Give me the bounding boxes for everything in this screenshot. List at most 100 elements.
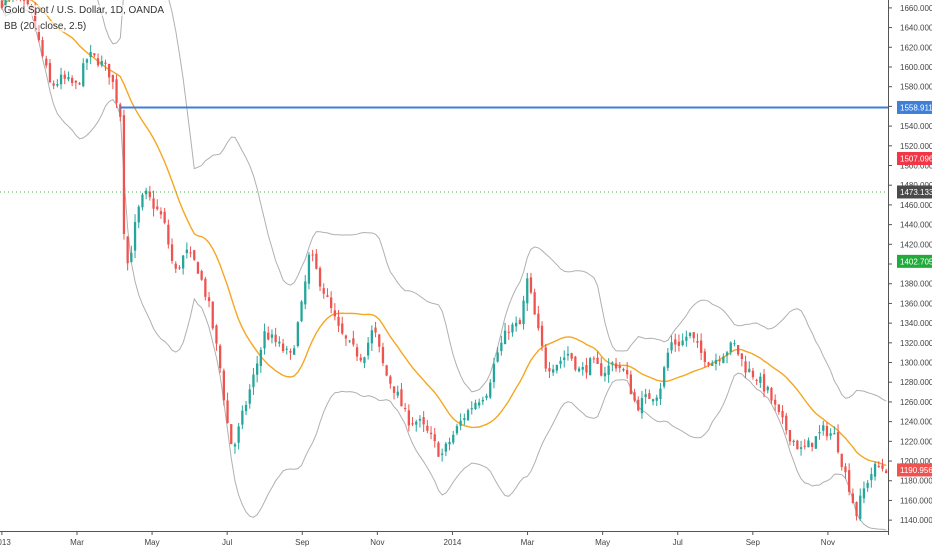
y-tick-label: 1280.000	[900, 378, 932, 387]
candle	[644, 388, 647, 404]
candle-body	[444, 443, 447, 452]
candle	[711, 360, 714, 366]
candle	[774, 394, 777, 412]
candle-body	[614, 363, 618, 369]
candle-body	[433, 434, 436, 442]
candle	[0, 0, 3, 10]
candle	[207, 291, 211, 308]
candle	[637, 396, 640, 412]
candle	[22, 0, 26, 6]
y-tick-label: 1220.000	[900, 437, 932, 446]
candle	[855, 501, 858, 521]
candle-body	[774, 399, 777, 405]
candle-body	[100, 60, 103, 66]
candle-body	[355, 347, 359, 357]
candle-body	[108, 63, 111, 78]
candle-body	[537, 313, 540, 329]
indicator-label[interactable]: BB (20, close, 2.5)	[4, 21, 87, 32]
candle-body	[463, 418, 466, 421]
y-tick-label: 1600.000	[900, 63, 932, 72]
candle-body	[74, 80, 77, 83]
candle-body	[222, 370, 225, 401]
candle	[411, 416, 414, 427]
candle-body	[522, 300, 525, 325]
candle-body	[733, 343, 736, 345]
x-tick-label: Mar	[521, 538, 535, 547]
candle	[511, 322, 514, 337]
candle-body	[877, 465, 880, 467]
candle	[233, 442, 237, 454]
candle	[459, 413, 462, 431]
candle	[230, 424, 233, 445]
candle	[429, 426, 433, 440]
candle-body	[219, 345, 222, 369]
candle-body	[781, 410, 784, 418]
candle	[222, 368, 225, 406]
candle-body	[263, 331, 266, 349]
candle	[844, 463, 847, 479]
candle	[663, 365, 666, 389]
candle-body	[659, 388, 662, 400]
price-axis[interactable]: 1140.000 1160.000 1180.000 1200.000 1220.000…	[888, 0, 932, 550]
candle	[8, 0, 10, 3]
candle	[633, 388, 636, 403]
candle	[592, 356, 595, 364]
candle	[596, 351, 599, 365]
candle	[651, 398, 655, 406]
candle	[555, 364, 558, 374]
y-tick-label: 1140.000	[900, 516, 932, 525]
candle-body	[322, 288, 325, 294]
candle	[130, 245, 133, 263]
candle	[396, 385, 399, 399]
candle-body	[93, 53, 96, 56]
price-lines[interactable]	[0, 106, 888, 193]
candle	[570, 352, 573, 361]
candle	[618, 362, 621, 373]
candle	[670, 335, 673, 354]
candle-body	[392, 386, 396, 393]
candle	[707, 361, 710, 368]
candle	[152, 190, 155, 217]
candle-body	[585, 365, 588, 373]
candle	[611, 361, 614, 372]
candle	[766, 385, 769, 394]
candle	[640, 390, 644, 419]
candle-body	[766, 386, 769, 391]
x-tick-label: 2013	[0, 538, 11, 547]
candle-body	[407, 410, 410, 426]
candle-body	[722, 356, 725, 363]
candle-body	[48, 63, 52, 83]
candle-body	[777, 404, 780, 412]
candle	[862, 481, 866, 504]
y-tick-label: 1200.000	[900, 457, 932, 466]
candle-body	[311, 254, 314, 256]
candle-body	[844, 466, 847, 473]
candle-body	[518, 320, 521, 325]
candle-body	[341, 323, 344, 334]
candle-body	[459, 420, 462, 426]
candle	[52, 80, 55, 90]
time-axis[interactable]: 2013 Mar May Jul Sep Nov 2014 Mar May Jul Sep Nov	[0, 531, 888, 550]
candle-body	[211, 301, 214, 329]
candle-body	[448, 441, 451, 445]
candle	[744, 355, 747, 378]
candle	[814, 436, 817, 450]
candle	[859, 488, 862, 521]
candle-body	[196, 262, 200, 274]
candle	[122, 109, 126, 240]
candle-body	[822, 425, 825, 431]
candle-body	[278, 341, 281, 344]
candle	[881, 458, 884, 472]
candle-body	[711, 363, 714, 366]
candle-body	[496, 352, 499, 362]
candle-body	[437, 442, 440, 457]
candle	[167, 219, 170, 249]
candle	[529, 272, 533, 295]
candle	[355, 343, 359, 361]
y-tick-label: 1640.000	[900, 24, 932, 33]
candle-body	[655, 397, 658, 401]
candle	[681, 333, 684, 347]
candle	[126, 235, 129, 271]
candle-body	[56, 84, 59, 86]
